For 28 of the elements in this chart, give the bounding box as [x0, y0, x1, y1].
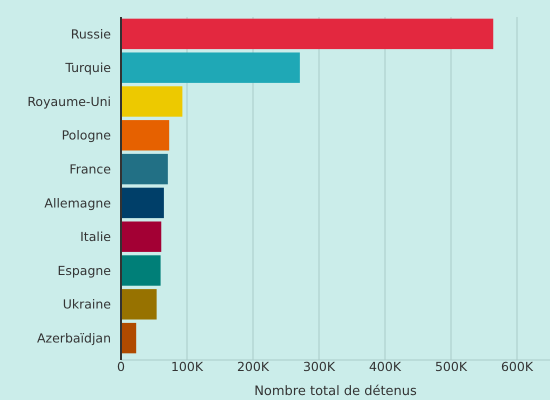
y-tick-label: Royaume-Uni: [27, 94, 111, 109]
x-tick-label: 500K: [434, 358, 468, 374]
y-tick-label: Allemagne: [44, 195, 112, 210]
bar: [121, 221, 162, 252]
y-tick-label: Ukraine: [62, 296, 112, 312]
bar: [121, 322, 136, 354]
y-tick-label: France: [69, 161, 112, 176]
bar: [121, 52, 300, 83]
bar: [121, 86, 182, 117]
y-tick-label: Azerbaïdjan: [37, 330, 111, 346]
x-tick-label: 200K: [236, 358, 270, 374]
x-tick-label: 100K: [170, 358, 204, 374]
x-tick-label: 0: [117, 358, 126, 374]
y-tick-label: Italie: [80, 229, 112, 244]
y-tick-label: Pologne: [62, 128, 112, 143]
bar: [121, 188, 164, 218]
bar: [121, 120, 170, 151]
x-tick-label: 600K: [500, 358, 534, 374]
y-tick-label: Russie: [70, 26, 112, 42]
y-tick-label: Turquie: [64, 60, 112, 76]
bar: [121, 289, 157, 320]
bar: [121, 18, 494, 50]
bar: [121, 255, 161, 286]
x-tick-label: 300K: [302, 358, 336, 374]
y-tick-label: Espagne: [57, 262, 112, 278]
bar: [121, 154, 168, 184]
x-axis-title: Nombre total de détenus: [254, 384, 418, 399]
x-tick-label: 400K: [368, 358, 402, 374]
